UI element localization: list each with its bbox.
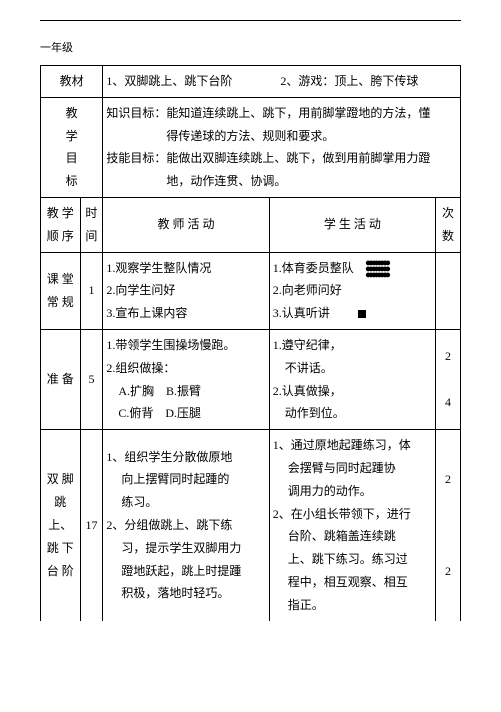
student-cell: 1.遵守纪律， 不讲话。2.认真做操， 动作到位。 xyxy=(269,329,435,429)
teacher-cell: 1.带领学生围操场慢跑。2.组织做操： A.扩胸 B.振臂 C.俯背 D.压腿 xyxy=(103,329,269,429)
sequence-cell: 课 堂常 规 xyxy=(41,252,81,329)
teacher-cell: 1、组织学生分散做原地 向上摆臂同时起踵的 练习。2、分组做跳上、跳下练 习，提… xyxy=(103,430,269,621)
time-cell: 5 xyxy=(80,329,103,429)
goals-row: 教学目标 知识目标：能知道连续跳上、跳下，用前脚掌蹬地的方法，懂 得传递球的方法… xyxy=(41,97,461,197)
lesson-plan-table: 教材 1、双脚跳上、跳下台阶 2、游戏：顶上、胯下传球 教学目标 知识目标：能知… xyxy=(40,65,461,621)
col-teacher: 教 师 活 动 xyxy=(103,197,269,252)
formation-dots: ●●●●●●●●●●●●●●●●●●●●●●●● xyxy=(366,260,389,278)
student-cell: 1.体育委员整队 ●●●●●●●●●●●●●●●●●●●●●●●●2.向老师问好… xyxy=(269,252,435,329)
goals-content: 知识目标：能知道连续跳上、跳下，用前脚掌蹬地的方法，懂 得传递球的方法、规则和要… xyxy=(103,97,461,197)
table-row: 课 堂常 规11.观察学生整队情况2.向学生问好3.宣布上课内容1.体育委员整队… xyxy=(41,252,461,329)
grade-label: 一年级 xyxy=(40,39,461,55)
table-row: 准 备51.带领学生围操场慢跑。2.组织做操： A.扩胸 B.振臂 C.俯背 D… xyxy=(41,329,461,429)
count-cell: 24 xyxy=(436,329,461,429)
top-rule xyxy=(40,20,461,21)
teacher-cell: 1.观察学生整队情况2.向学生问好3.宣布上课内容 xyxy=(103,252,269,329)
count-cell xyxy=(436,252,461,329)
material-row: 教材 1、双脚跳上、跳下台阶 2、游戏：顶上、胯下传球 xyxy=(41,66,461,98)
sequence-cell: 双 脚跳 上、跳 下台 阶 xyxy=(41,430,81,621)
time-cell: 17 xyxy=(80,430,103,621)
student-cell: 1、通过原地起踵练习，体 会摆臂与同时起踵协 调用力的动作。2、在小组长带领下，… xyxy=(269,430,435,621)
col-sequence: 教 学顺 序 xyxy=(41,197,81,252)
header-row: 教 学顺 序 时间 教 师 活 动 学 生 活 动 次数 xyxy=(41,197,461,252)
time-cell: 1 xyxy=(80,252,103,329)
goals-label: 教学目标 xyxy=(41,97,103,197)
col-student: 学 生 活 动 xyxy=(269,197,435,252)
marker-square xyxy=(358,310,366,318)
count-cell: 22 xyxy=(436,430,461,621)
material-label: 教材 xyxy=(41,66,103,98)
col-count: 次数 xyxy=(436,197,461,252)
sequence-cell: 准 备 xyxy=(41,329,81,429)
material-content: 1、双脚跳上、跳下台阶 2、游戏：顶上、胯下传球 xyxy=(103,66,461,98)
table-row: 双 脚跳 上、跳 下台 阶171、组织学生分散做原地 向上摆臂同时起踵的 练习。… xyxy=(41,430,461,621)
col-time: 时间 xyxy=(80,197,103,252)
